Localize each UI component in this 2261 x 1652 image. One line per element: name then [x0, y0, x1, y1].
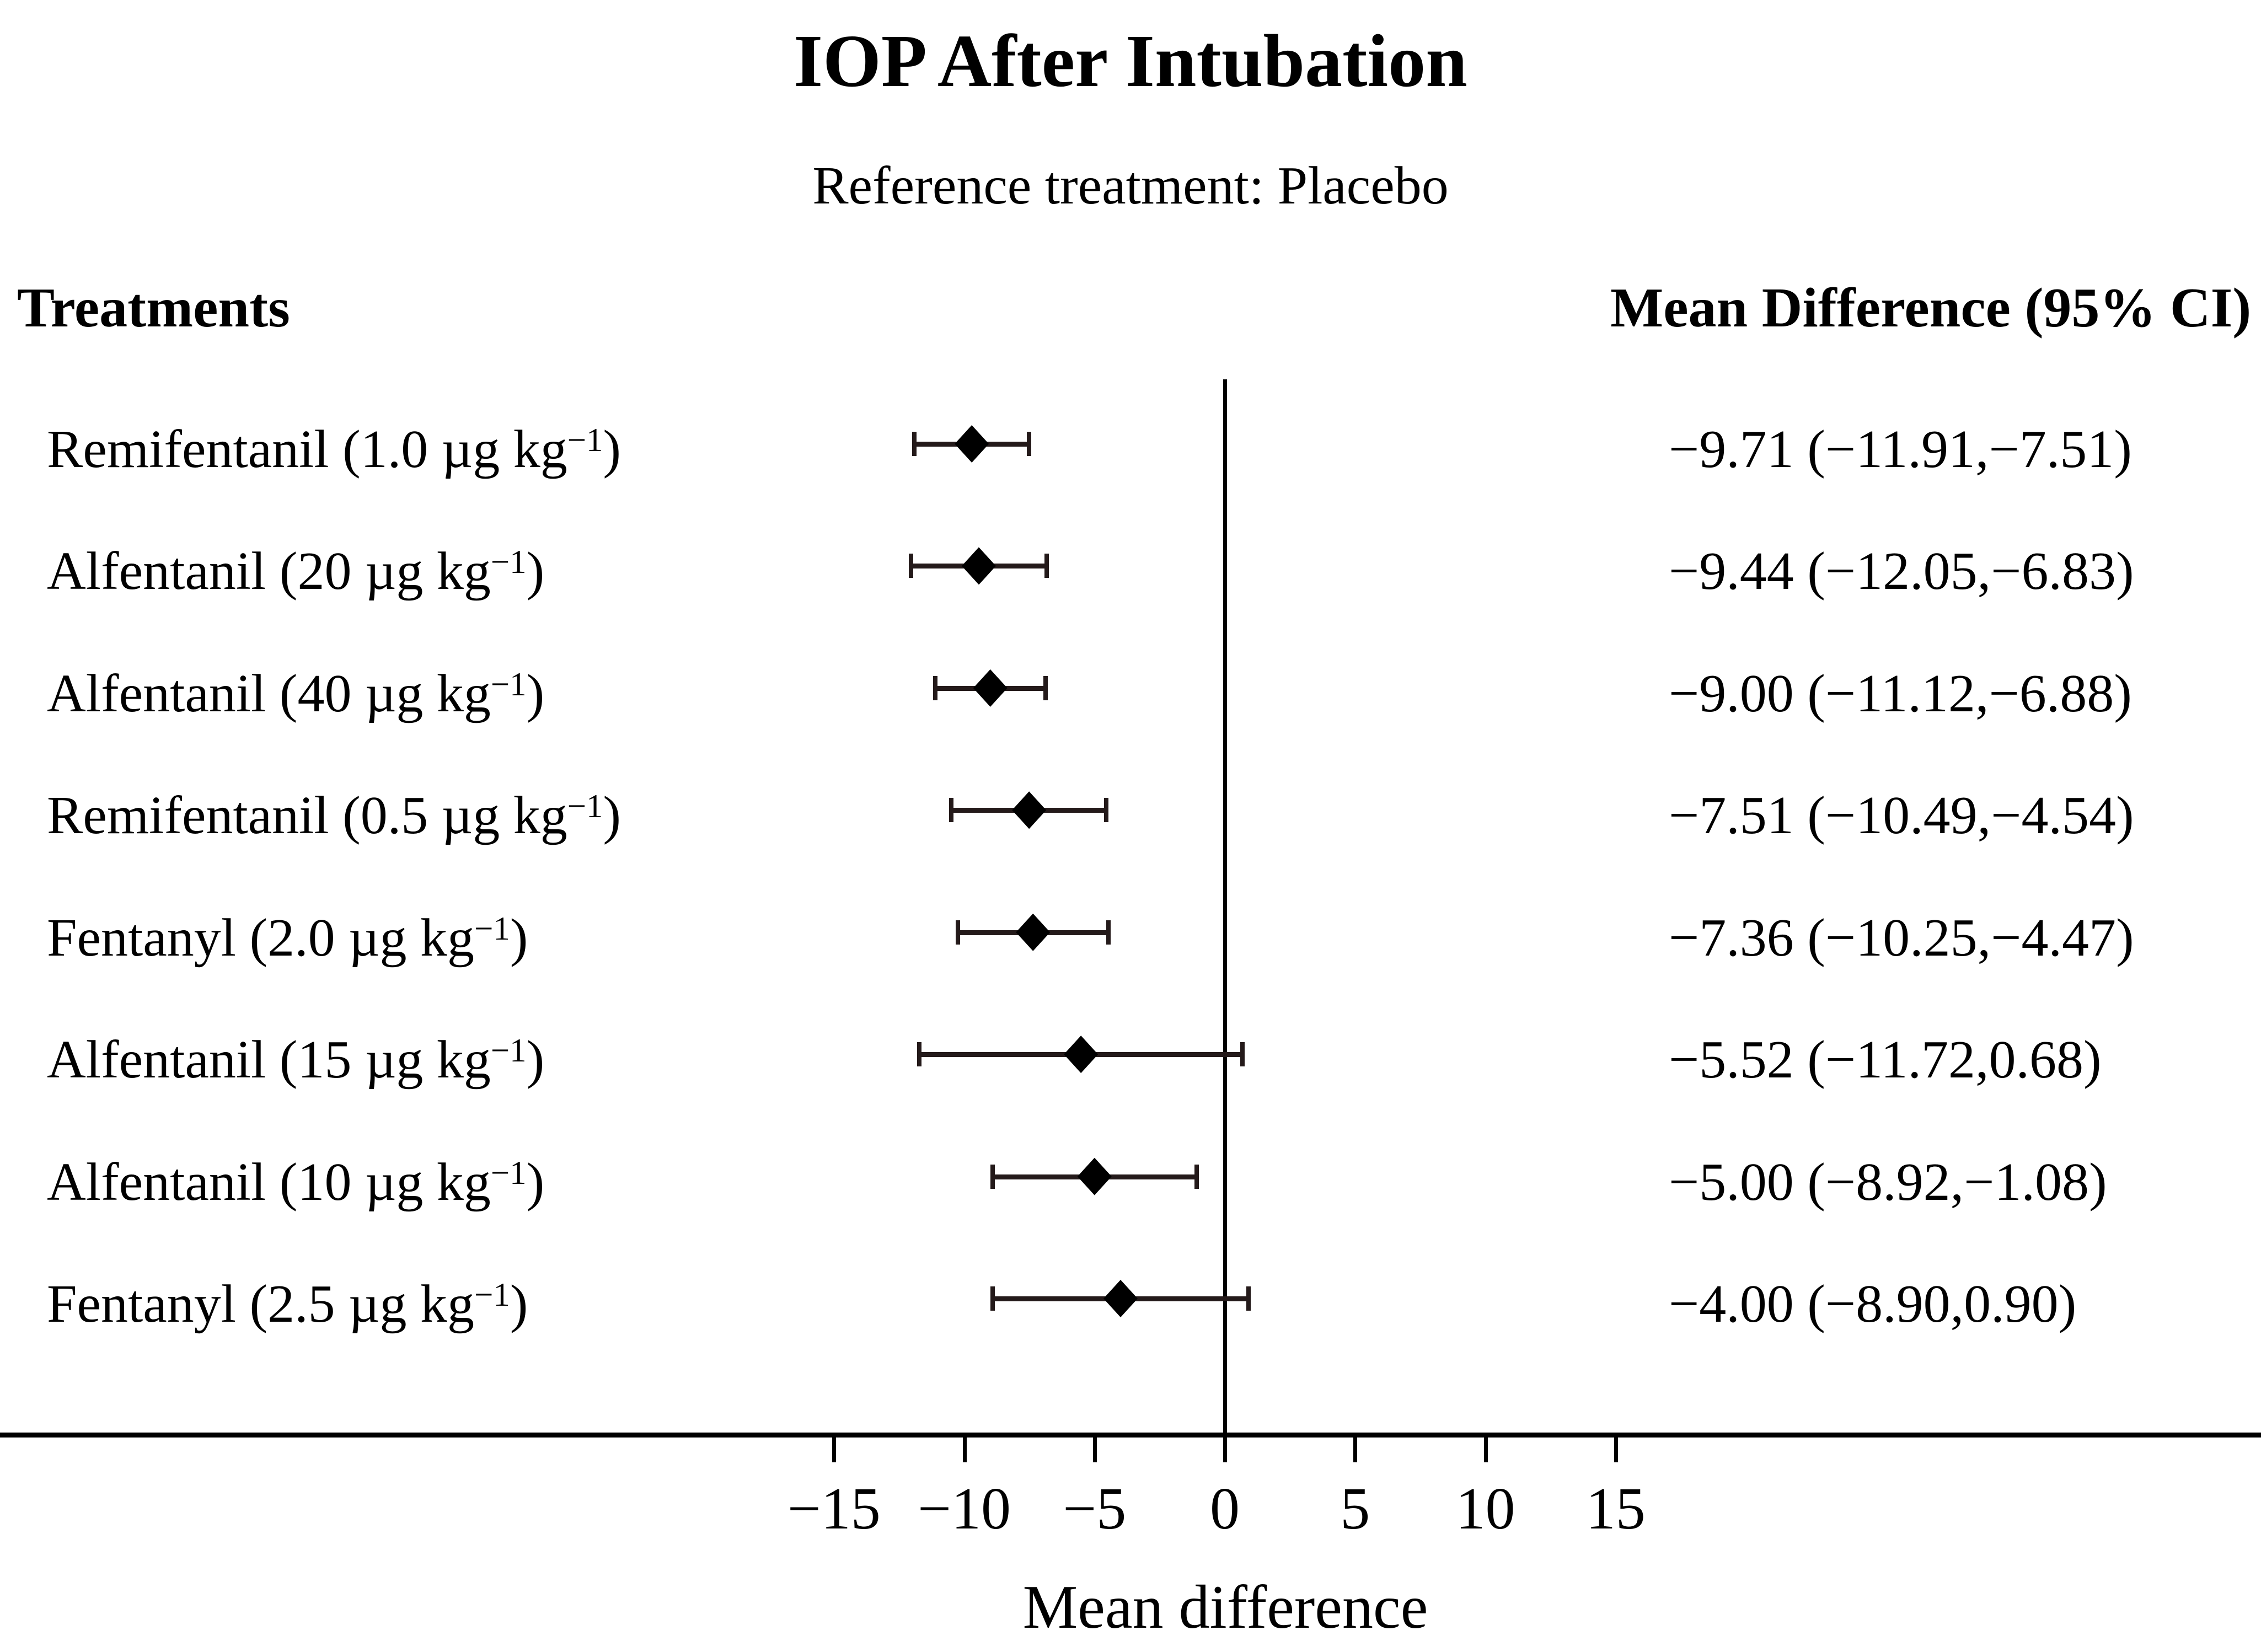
mean-ci-value: −5.00 (−8.92,−1.08)	[1669, 1152, 2107, 1212]
treatment-label-close: )	[526, 541, 545, 601]
treatment-label: Remifentanil (1.0 µg kg−1)	[47, 419, 621, 480]
ci-end-cap	[1246, 1286, 1251, 1311]
treatment-label-superscript: −1	[490, 543, 527, 581]
treatment-label-close: )	[526, 1030, 545, 1090]
ci-end-cap	[1194, 1164, 1199, 1189]
treatment-label-superscript: −1	[490, 666, 527, 703]
x-axis-label: Mean difference	[1022, 1573, 1428, 1642]
ci-end-cap	[917, 1042, 922, 1067]
ci-end-cap	[949, 798, 954, 823]
x-axis-tick-label: 5	[1340, 1476, 1370, 1542]
row-remifentanil-1.0: Remifentanil (1.0 µg kg−1) −9.71 (−11.91…	[0, 411, 2261, 488]
x-axis-tick-label: 0	[1210, 1476, 1240, 1542]
ci-end-cap	[1104, 798, 1109, 823]
mean-ci-value: −9.00 (−11.12,−6.88)	[1669, 664, 2132, 723]
x-axis-tick-label: −5	[1063, 1476, 1127, 1542]
treatment-label-superscript: −1	[474, 1276, 510, 1313]
ci-end-cap	[1043, 675, 1048, 700]
treatments-column-header: Treatments	[17, 277, 290, 339]
x-axis-line	[0, 1433, 2261, 1438]
mean-ci-value: −4.00 (−8.90,0.90)	[1669, 1274, 2077, 1334]
row-fentanyl-2.5: Fentanyl (2.5 µg kg−1) −4.00 (−8.90,0.90…	[0, 1265, 2261, 1343]
mean-ci-value: −7.36 (−10.25,−4.47)	[1669, 908, 2134, 968]
ci-end-cap	[912, 432, 917, 456]
ci-end-cap	[1240, 1042, 1245, 1067]
x-axis-tick	[1353, 1438, 1358, 1462]
treatment-label: Alfentanil (10 µg kg−1)	[47, 1151, 544, 1213]
ci-end-cap	[908, 554, 913, 578]
treatment-label-text: Fentanyl (2.0 µg kg	[47, 908, 475, 968]
treatment-label: Alfentanil (20 µg kg−1)	[47, 540, 544, 602]
ci-end-cap	[933, 675, 937, 700]
x-axis-tick-label: −10	[918, 1476, 1011, 1542]
ci-end-cap	[955, 920, 960, 945]
chart-title: IOP After Intubation	[794, 20, 1467, 103]
row-alfentanil-20: Alfentanil (20 µg kg−1) −9.44 (−12.05,−6…	[0, 533, 2261, 610]
x-axis-tick-label: 10	[1455, 1476, 1515, 1542]
mean-ci-value: −9.71 (−11.91,−7.51)	[1669, 420, 2132, 479]
treatment-label-close: )	[510, 1274, 528, 1334]
treatment-label-superscript: −1	[490, 1032, 527, 1069]
treatment-label-text: Alfentanil (10 µg kg	[47, 1152, 491, 1212]
x-axis-tick-label: 15	[1585, 1476, 1646, 1542]
treatment-label-close: )	[510, 908, 528, 968]
x-axis-tick-label: −15	[787, 1476, 881, 1542]
treatment-label-superscript: −1	[490, 1154, 527, 1192]
x-axis-tick	[1614, 1438, 1618, 1462]
ci-end-cap	[990, 1286, 995, 1311]
x-axis-tick	[1483, 1438, 1488, 1462]
mean-ci-value: −7.51 (−10.49,−4.54)	[1669, 786, 2134, 845]
treatment-label: Alfentanil (15 µg kg−1)	[47, 1029, 544, 1091]
x-axis-tick	[832, 1438, 837, 1462]
mean-ci-value: −5.52 (−11.72,0.68)	[1669, 1030, 2102, 1090]
row-remifentanil-0.5: Remifentanil (0.5 µg kg−1) −7.51 (−10.49…	[0, 777, 2261, 854]
row-alfentanil-40: Alfentanil (40 µg kg−1) −9.00 (−11.12,−6…	[0, 655, 2261, 732]
row-alfentanil-10: Alfentanil (10 µg kg−1) −5.00 (−8.92,−1.…	[0, 1144, 2261, 1221]
mean-difference-column-header: Mean Difference (95% CI)	[1610, 277, 2252, 339]
x-axis-tick	[962, 1438, 967, 1462]
treatment-label-text: Remifentanil (0.5 µg kg	[47, 786, 567, 845]
treatment-label-text: Fentanyl (2.5 µg kg	[47, 1274, 475, 1334]
row-fentanyl-2.0: Fentanyl (2.0 µg kg−1) −7.36 (−10.25,−4.…	[0, 899, 2261, 977]
treatment-label-superscript: −1	[567, 421, 603, 459]
ci-end-cap	[1044, 554, 1049, 578]
treatment-label-text: Remifentanil (1.0 µg kg	[47, 420, 567, 479]
treatment-label-text: Alfentanil (20 µg kg	[47, 541, 491, 601]
treatment-label-close: )	[603, 786, 621, 845]
ci-end-cap	[990, 1164, 995, 1189]
treatment-label: Fentanyl (2.5 µg kg−1)	[47, 1273, 528, 1335]
treatment-label-close: )	[603, 420, 621, 479]
ci-end-cap	[1106, 920, 1111, 945]
treatment-label: Fentanyl (2.0 µg kg−1)	[47, 907, 528, 969]
treatment-label: Alfentanil (40 µg kg−1)	[47, 663, 544, 725]
ci-end-cap	[1027, 432, 1032, 456]
chart-subtitle: Reference treatment: Placebo	[812, 156, 1449, 216]
treatment-label-superscript: −1	[567, 787, 603, 825]
treatment-label-text: Alfentanil (40 µg kg	[47, 664, 491, 723]
treatment-label-close: )	[526, 1152, 545, 1212]
mean-ci-value: −9.44 (−12.05,−6.83)	[1669, 541, 2134, 601]
x-axis-tick	[1223, 1438, 1227, 1462]
treatment-label-text: Alfentanil (15 µg kg	[47, 1030, 491, 1090]
treatment-label-superscript: −1	[474, 910, 510, 947]
row-alfentanil-15: Alfentanil (15 µg kg−1) −5.52 (−11.72,0.…	[0, 1021, 2261, 1098]
treatment-label: Remifentanil (0.5 µg kg−1)	[47, 785, 621, 846]
treatment-label-close: )	[526, 664, 545, 723]
x-axis-tick	[1092, 1438, 1097, 1462]
reference-zero-line	[1223, 379, 1227, 1437]
